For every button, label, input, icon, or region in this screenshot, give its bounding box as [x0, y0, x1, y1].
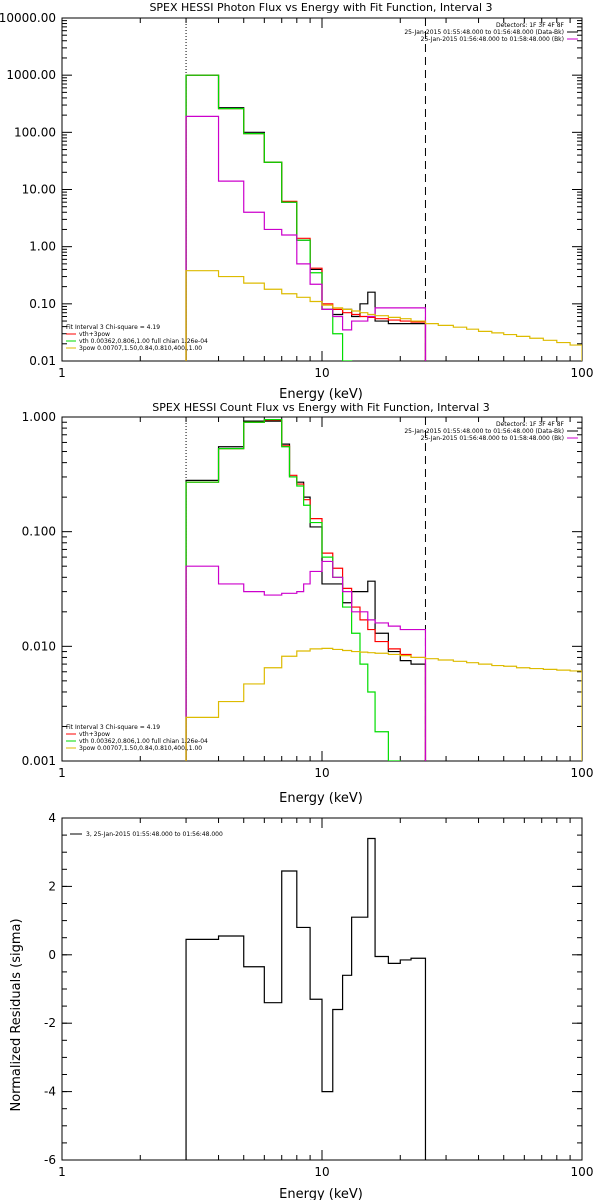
- series-line: [185, 837, 427, 1160]
- series-group: [185, 74, 582, 361]
- legend-bottom-entry: vth 0.00362,0.806,1.00 full chian 1.26e-…: [79, 338, 208, 345]
- residuals-panel: 1 10 100 -6 -4 -2 0 2 4 3, 25-Jan-2015 01:55:48.0…: [9, 811, 593, 1200]
- x-axis-ticks: 1 10 100: [58, 18, 593, 380]
- legend-bottom-entry: 3pow 0.00707,1.50,0.84,0.810,400.,1.00: [79, 745, 202, 752]
- y-tick-label: 10.00: [22, 183, 56, 197]
- y-tick-label: 0.100: [22, 525, 56, 539]
- photon-flux-plot: 1 10 100 0.01 0.10 1.00 10.00 100.00 1000.00 1000…: [0, 11, 593, 380]
- y-tick-label: 1.00: [29, 240, 56, 254]
- x-tick-label: 1: [58, 366, 66, 380]
- legend-top-entry: Detectors: 1F 3F 4F 8F: [496, 22, 565, 29]
- chart-title: SPEX HESSI Photon Flux vs Energy with Fi…: [149, 1, 492, 14]
- x-tick-label: 1: [58, 1165, 66, 1179]
- x-tick-label: 100: [571, 1165, 594, 1179]
- y-tick-label: 0.001: [22, 754, 56, 768]
- series-line: [185, 560, 427, 761]
- y-tick-label: 0.01: [29, 354, 56, 368]
- x-axis-label: Energy (keV): [279, 387, 363, 402]
- legend-top-entry: 25-Jan-2015 01:56:48.000 to 01:58:48.000…: [421, 36, 564, 43]
- y-tick-label: 4: [48, 811, 56, 825]
- series-line: [185, 74, 427, 361]
- series-group: [185, 418, 582, 761]
- series-line: [185, 420, 427, 761]
- legend-top-entry: 25-Jan-2015 01:55:48.000 to 01:56:48.000…: [404, 29, 564, 36]
- y-tick-label: -6: [44, 1153, 56, 1167]
- legend-top-entry: 25-Jan-2015 01:56:48.000 to 01:58:48.000…: [421, 435, 564, 442]
- legend-bottom-entry: Fit Interval 3 Chi-square = 4.19: [66, 324, 160, 331]
- y-tick-label: 1.000: [22, 410, 56, 424]
- y-tick-label: 0.10: [29, 297, 56, 311]
- y-tick-label: 0.010: [22, 639, 56, 653]
- chart-title: SPEX HESSI Count Flux vs Energy with Fit…: [152, 401, 489, 414]
- x-tick-label: 100: [571, 766, 594, 780]
- legend-entry: 3, 25-Jan-2015 01:55:48.000 to 01:56:48.…: [86, 831, 223, 838]
- legend-bottom-entry: vth+3pow: [79, 331, 110, 338]
- x-tick-label: 1: [58, 766, 66, 780]
- x-axis-ticks: 1 10 100: [58, 818, 593, 1179]
- x-axis-label: Energy (keV): [279, 1187, 363, 1200]
- count-flux-panel: SPEX HESSI Count Flux vs Energy with Fit…: [22, 401, 594, 806]
- photon-flux-panel: SPEX HESSI Photon Flux vs Energy with Fi…: [0, 1, 593, 402]
- y-tick-label: -2: [44, 1016, 56, 1030]
- x-tick-label: 10: [314, 766, 329, 780]
- series-line: [185, 270, 582, 361]
- legend-bottom-entry: Fit Interval 3 Chi-square = 4.19: [66, 724, 160, 731]
- count-flux-plot: 1 10 100 0.001 0.010 0.100 1.000 Detectors: 1F …: [22, 410, 594, 780]
- legend-top-entry: Detectors: 1F 3F 4F 8F: [496, 421, 565, 428]
- plot-frame: [61, 416, 583, 762]
- y-axis-label: Normalized Residuals (sigma): [9, 918, 24, 1111]
- residuals-plot: 1 10 100 -6 -4 -2 0 2 4 3, 25-Jan-2015 01:55:48.0…: [44, 811, 593, 1179]
- series-line: [185, 647, 582, 761]
- x-tick-label: 10: [314, 1165, 329, 1179]
- plot-frame: [61, 817, 583, 1161]
- y-tick-label: 1000.00: [6, 68, 56, 82]
- series-line: [185, 419, 427, 761]
- legend-top-entry: 25-Jan-2015 01:55:48.000 to 01:56:48.000…: [404, 428, 564, 435]
- legend-bottom-entry: 3pow 0.00707,1.50,0.84,0.810,400.,1.00: [79, 345, 202, 352]
- y-tick-label: 100.00: [14, 125, 56, 139]
- y-tick-label: 10000.00: [0, 11, 56, 25]
- x-axis-label: Energy (keV): [279, 791, 363, 806]
- x-tick-label: 100: [571, 366, 594, 380]
- series-group: [185, 837, 427, 1160]
- y-tick-label: 2: [48, 879, 56, 893]
- y-tick-label: -4: [44, 1085, 56, 1099]
- legend-bottom-entry: vth 0.00362,0.806,1.00 full chian 1.26e-…: [79, 738, 208, 745]
- x-axis-ticks: 1 10 100: [58, 417, 593, 780]
- series-line: [185, 74, 353, 361]
- y-axis-ticks: 0.01 0.10 1.00 10.00 100.00 1000.00 10000.00: [0, 11, 582, 368]
- series-line: [185, 115, 427, 361]
- y-axis-ticks: -6 -4 -2 0 2 4: [44, 811, 582, 1167]
- series-line: [185, 74, 427, 361]
- x-tick-label: 10: [314, 366, 329, 380]
- y-tick-label: 0: [48, 948, 56, 962]
- legend-bottom-entry: vth+3pow: [79, 731, 110, 738]
- series-line: [185, 418, 401, 761]
- y-axis-ticks: 0.001 0.010 0.100 1.000: [22, 410, 582, 768]
